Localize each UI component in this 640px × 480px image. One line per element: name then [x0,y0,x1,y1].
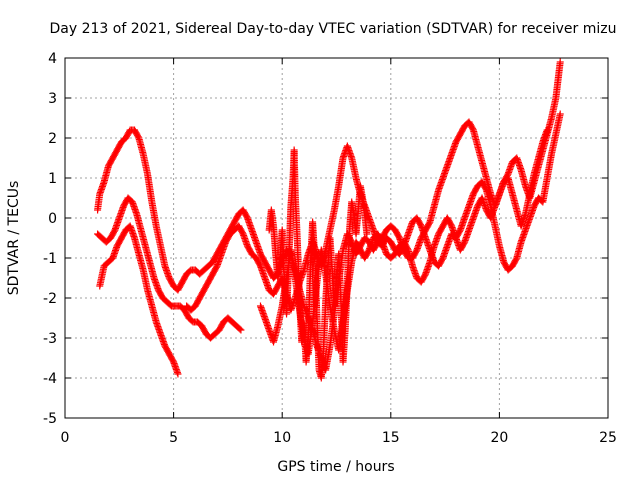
data-point [236,325,244,333]
data-points [94,58,564,382]
y-tick-label: 4 [48,51,57,67]
y-tick-label: -3 [43,331,57,347]
data-point [363,230,371,238]
x-tick-label: 20 [490,430,508,446]
y-tick-label: -2 [43,291,57,307]
data-point [556,110,564,118]
x-tick-label: 10 [273,430,291,446]
x-tick-label: 25 [599,430,617,446]
data-point [174,370,182,378]
y-tick-label: 1 [48,171,57,187]
data-point [556,58,564,66]
x-tick-label: 5 [169,430,178,446]
data-point [543,126,551,134]
series-2 [94,110,564,358]
y-axis-label: SDTVAR / TECUs [6,181,22,296]
series-3 [96,126,551,378]
y-tick-label: -4 [43,371,57,387]
y-tick-label: -1 [43,251,57,267]
y-tick-label: -5 [43,411,57,427]
chart-title: Day 213 of 2021, Sidereal Day-to-day VTE… [50,21,617,37]
data-point [237,326,245,334]
series-4 [265,146,371,382]
y-tick-label: 3 [48,91,57,107]
plot-frame [64,57,609,419]
y-tick-label: 0 [48,211,57,227]
x-tick-label: 15 [382,430,400,446]
y-tick-label: 2 [48,131,57,147]
axis-ticks: 0 5 10 15 20 25 -5 -4 -3 -2 -1 0 1 2 3 4 [43,51,617,446]
x-tick-label: 0 [61,430,70,446]
x-axis-label: GPS time / hours [277,459,394,475]
